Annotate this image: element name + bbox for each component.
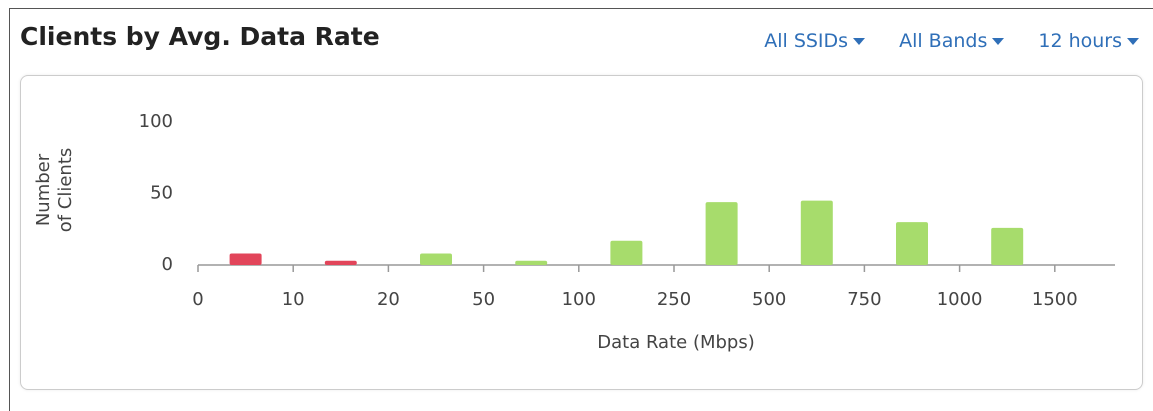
bar — [324, 260, 357, 265]
filters: All SSIDs All Bands 12 hours — [764, 30, 1139, 52]
x-tick-label: 100 — [562, 289, 596, 310]
x-tick-label: 20 — [377, 289, 400, 310]
x-tick-label: 750 — [847, 289, 881, 310]
bar — [420, 253, 452, 265]
x-tick-label: 1000 — [937, 289, 983, 310]
widget-title: Clients by Avg. Data Rate — [20, 22, 380, 51]
x-tick-label: 0 — [192, 289, 203, 310]
x-tick-label: 250 — [657, 289, 691, 310]
ssid-filter[interactable]: All SSIDs — [764, 30, 865, 52]
bar — [515, 260, 548, 265]
frame — [9, 8, 1153, 411]
y-tick-label: 0 — [162, 254, 173, 275]
x-axis-label: Data Rate (Mbps) — [597, 332, 755, 353]
bar — [800, 200, 833, 265]
y-tick-label: 50 — [150, 183, 173, 204]
time-filter[interactable]: 12 hours — [1038, 30, 1139, 52]
bar — [991, 227, 1024, 265]
bar — [896, 222, 928, 265]
x-tick-label: 50 — [472, 289, 495, 310]
x-tick-label: 10 — [282, 289, 305, 310]
x-tick-label: 1500 — [1032, 289, 1078, 310]
band-filter[interactable]: All Bands — [899, 30, 1004, 52]
bar — [705, 202, 738, 265]
chart-card — [20, 75, 1143, 390]
y-axis-label: Number of Clients — [33, 147, 76, 233]
y-tick-label: 100 — [139, 111, 173, 132]
bar — [229, 253, 262, 265]
x-tick-label: 500 — [752, 289, 786, 310]
bar — [610, 240, 643, 265]
